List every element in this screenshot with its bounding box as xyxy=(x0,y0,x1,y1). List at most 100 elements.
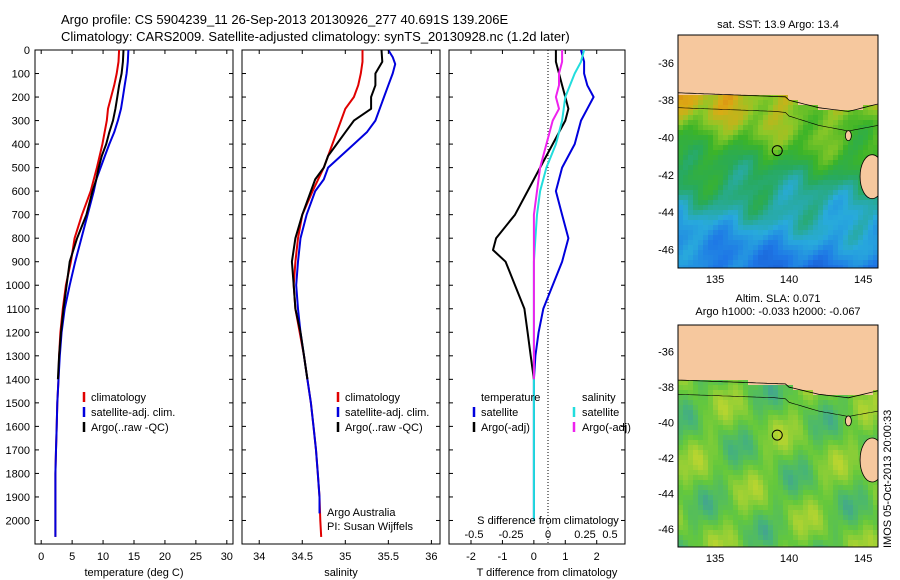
map-cell xyxy=(823,180,828,185)
map-cell xyxy=(688,165,693,170)
map-cell xyxy=(803,400,808,405)
map-cell xyxy=(753,100,758,105)
map-cell xyxy=(843,70,848,75)
map-cell xyxy=(678,240,683,245)
map-cell xyxy=(798,370,803,375)
map-cell xyxy=(678,495,683,500)
map-cell xyxy=(858,80,863,85)
map-cell xyxy=(813,180,818,185)
map-cell xyxy=(863,500,868,505)
map-cell xyxy=(858,410,863,415)
map-cell xyxy=(693,245,698,250)
map-cell xyxy=(703,110,708,115)
map-cell xyxy=(813,165,818,170)
map-cell xyxy=(758,190,763,195)
map-cell xyxy=(853,490,858,495)
map-cell xyxy=(783,215,788,220)
map-cell xyxy=(838,390,843,395)
map-cell xyxy=(863,495,868,500)
map-cell xyxy=(763,530,768,535)
map-cell xyxy=(853,75,858,80)
map-cell xyxy=(733,205,738,210)
map-cell xyxy=(788,240,793,245)
map-cell xyxy=(788,325,793,330)
map-cell xyxy=(743,415,748,420)
map-cell xyxy=(743,180,748,185)
map-cell xyxy=(718,515,723,520)
map-cell xyxy=(718,380,723,385)
map-cell xyxy=(688,325,693,330)
map-cell xyxy=(848,485,853,490)
map-cell xyxy=(803,445,808,450)
map-cell xyxy=(808,170,813,175)
map-cell xyxy=(783,95,788,100)
map-cell xyxy=(758,340,763,345)
map-cell xyxy=(833,480,838,485)
map-cell xyxy=(758,440,763,445)
map-cell xyxy=(773,195,778,200)
map-cell xyxy=(678,445,683,450)
map-cell xyxy=(708,195,713,200)
legend-label-climatology: climatology xyxy=(91,392,147,404)
map-cell xyxy=(843,425,848,430)
map-cell xyxy=(808,160,813,165)
map-cell xyxy=(768,105,773,110)
map-cell xyxy=(798,470,803,475)
map-cell xyxy=(818,215,823,220)
map-cell xyxy=(798,100,803,105)
map-cell xyxy=(828,435,833,440)
map-cell xyxy=(863,145,868,150)
map-cell xyxy=(688,535,693,540)
map-cell xyxy=(793,495,798,500)
s-difference-tick-label: 0.25 xyxy=(574,529,595,541)
map-cell xyxy=(858,535,863,540)
map-cell xyxy=(768,340,773,345)
map-cell xyxy=(678,55,683,60)
map-cell xyxy=(763,510,768,515)
map-cell xyxy=(843,85,848,90)
map-cell xyxy=(788,260,793,265)
map-cell xyxy=(738,475,743,480)
map-cell xyxy=(858,475,863,480)
map-cell xyxy=(858,385,863,390)
map-cell xyxy=(708,95,713,100)
map-cell xyxy=(708,240,713,245)
map-cell xyxy=(763,450,768,455)
map-cell xyxy=(868,395,873,400)
map-cell xyxy=(703,100,708,105)
map-cell xyxy=(853,55,858,60)
map-cell xyxy=(783,360,788,365)
map-cell xyxy=(848,250,853,255)
map-cell xyxy=(693,105,698,110)
map-cell xyxy=(808,380,813,385)
map-cell xyxy=(813,55,818,60)
map-cell xyxy=(848,140,853,145)
map-cell xyxy=(868,510,873,515)
map-cell xyxy=(778,95,783,100)
map-cell xyxy=(818,500,823,505)
map-cell xyxy=(803,50,808,55)
map-cell xyxy=(868,40,873,45)
map-cell xyxy=(753,415,758,420)
map-cell xyxy=(753,245,758,250)
map-cell xyxy=(768,115,773,120)
map-cell xyxy=(728,480,733,485)
map-cell xyxy=(703,245,708,250)
map-cell xyxy=(698,70,703,75)
map-cell xyxy=(683,535,688,540)
map-cell xyxy=(753,360,758,365)
map-cell xyxy=(728,90,733,95)
map-cell xyxy=(843,370,848,375)
map-cell xyxy=(693,535,698,540)
map-cell xyxy=(848,235,853,240)
map-cell xyxy=(848,120,853,125)
map-cell xyxy=(833,195,838,200)
map-cell xyxy=(833,135,838,140)
map-cell xyxy=(723,200,728,205)
map-cell xyxy=(863,245,868,250)
map-cell xyxy=(793,90,798,95)
map-cell xyxy=(718,195,723,200)
map-cell xyxy=(733,470,738,475)
map-cell xyxy=(858,330,863,335)
map-cell xyxy=(733,145,738,150)
